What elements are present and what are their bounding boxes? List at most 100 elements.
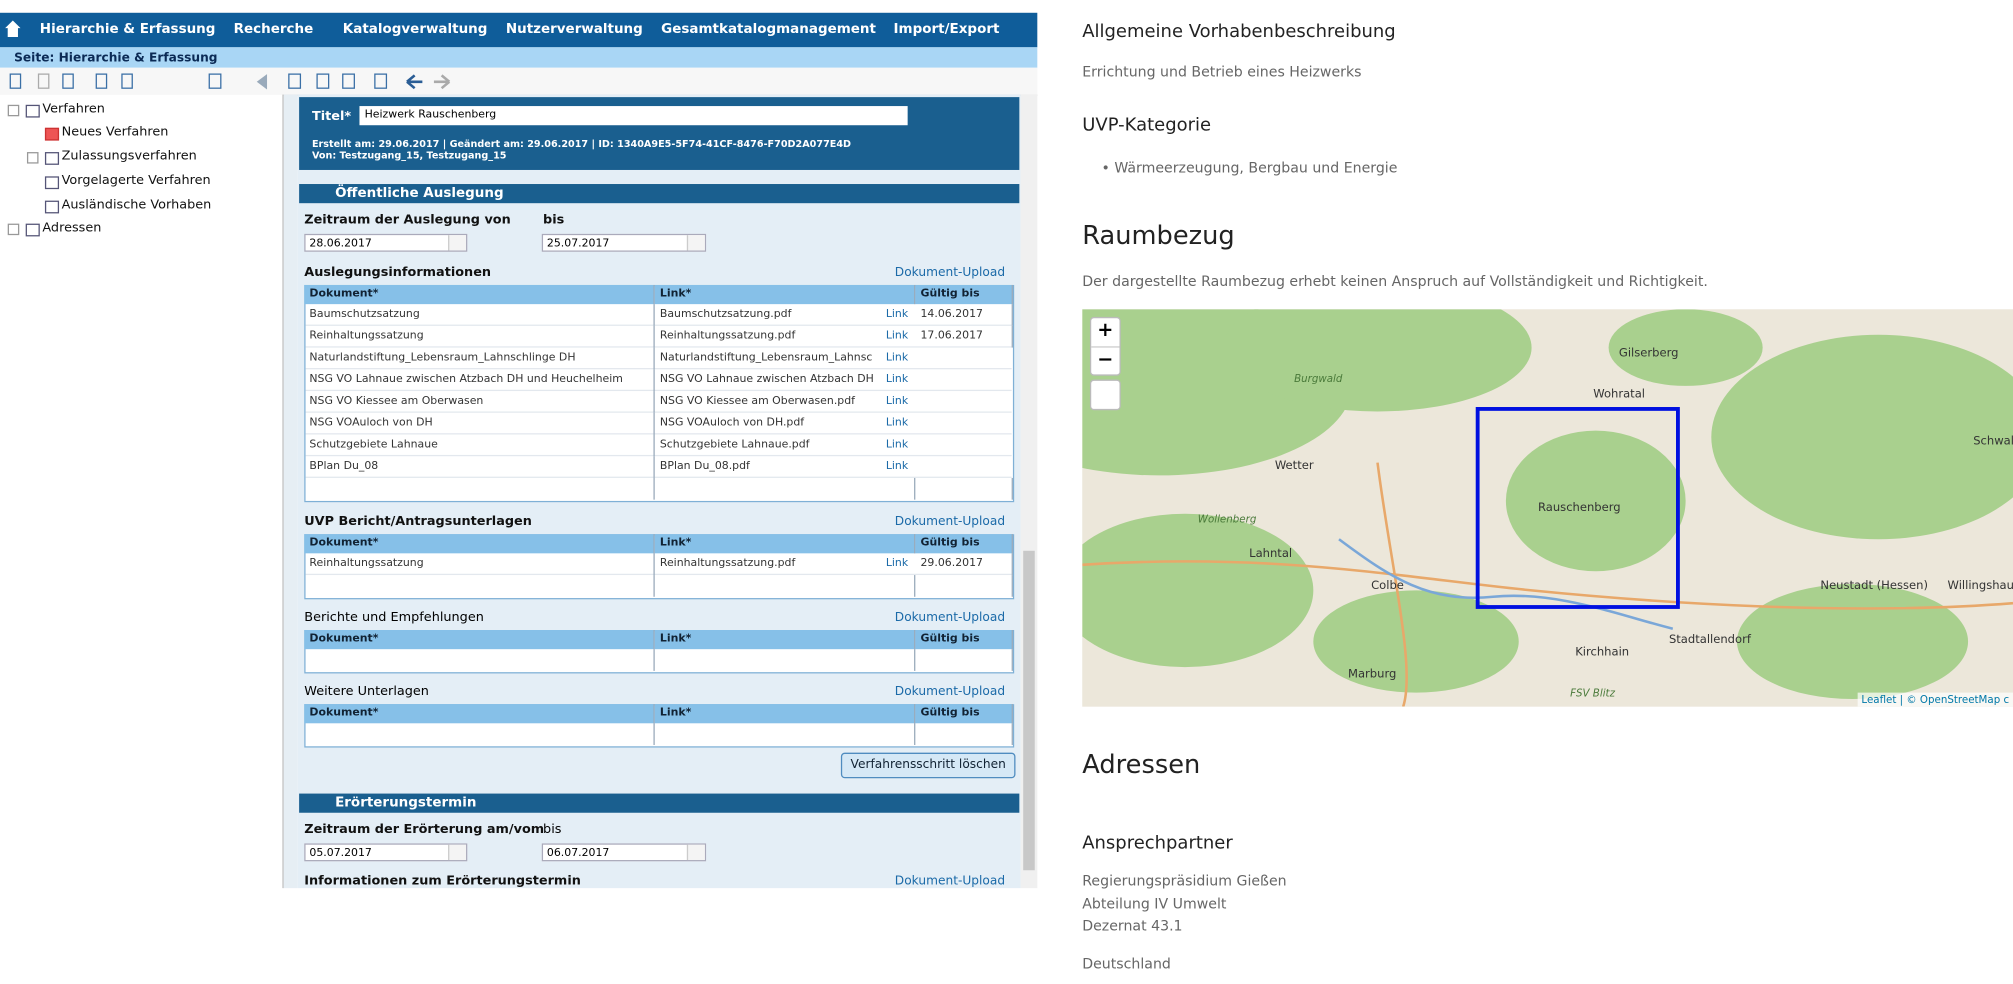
- address-line: Regierungspräsidium Gießen: [1082, 872, 1287, 890]
- map-label: Schwalm: [1973, 435, 2013, 449]
- map-label: Wollenberg: [1197, 513, 1257, 526]
- tree-toggle[interactable]: [7, 104, 20, 117]
- link[interactable]: Link: [885, 416, 909, 430]
- page-label: Seite: Hierarchie & Erfassung: [14, 51, 218, 66]
- row: [305, 433, 1012, 435]
- upload-link[interactable]: Dokument-Upload: [894, 514, 1006, 530]
- column-header: Link*: [654, 704, 916, 724]
- table-title: Weitere Unterlagen: [304, 684, 429, 700]
- cell: Schutzgebiete Lahnaue: [304, 434, 655, 457]
- section-header[interactable]: Erörterungstermin: [299, 793, 1020, 813]
- menubar: [0, 12, 1038, 48]
- cell: 14.06.2017: [915, 304, 1013, 326]
- map-label: Rauschenberg: [1537, 502, 1621, 515]
- title-input[interactable]: Heizwerk Rauschenberg: [359, 106, 908, 126]
- link[interactable]: Link: [885, 373, 909, 386]
- zoom-out[interactable]: −: [1097, 347, 1114, 371]
- zoom-in[interactable]: +: [1091, 318, 1120, 348]
- empty-cell: [655, 649, 916, 671]
- row: [305, 454, 1012, 457]
- column-header: Link*: [654, 630, 916, 650]
- row: [305, 389, 1012, 392]
- menu-item[interactable]: Recherche: [233, 21, 314, 38]
- heading: UVP-Kategorie: [1082, 115, 1212, 136]
- table-title: Auslegungsinformationen: [304, 265, 492, 280]
- home-icon[interactable]: [4, 18, 22, 38]
- tree-label[interactable]: Zulassungsverfahren: [61, 149, 197, 164]
- map-label: Burgwald: [1294, 373, 1343, 385]
- cell: NSG VO Lahnaue zwischen Atzbach DH und: [659, 373, 873, 386]
- menu-item[interactable]: Gesamtkatalogmanagement: [661, 21, 876, 38]
- map[interactable]: + − Leaflet | © OpenStreetMap c Burgwald…: [1082, 309, 2013, 707]
- toolbar: [0, 67, 1038, 96]
- address-line: Deutschland: [1082, 955, 1171, 973]
- link[interactable]: Link: [885, 307, 909, 321]
- column-header: Dokument*: [304, 704, 655, 724]
- tree-label[interactable]: Vorgelagerte Verfahren: [61, 173, 211, 188]
- column-header: Link*: [654, 284, 916, 305]
- tree-icon: [25, 104, 40, 118]
- cell: NSG VOAuloch von DH.pdf: [659, 416, 805, 430]
- map-label: Willingshau: [1947, 580, 2013, 593]
- tree-toggle[interactable]: [7, 223, 20, 236]
- date-input[interactable]: 05.07.2017: [304, 843, 468, 862]
- tree-icon: [44, 176, 60, 190]
- locate-button[interactable]: [1089, 379, 1121, 411]
- cell: NSG VO Kiessee am Oberwasen: [304, 391, 655, 413]
- row: [305, 346, 1012, 348]
- column-header: Gültig bis: [915, 284, 1013, 305]
- zoom-control: + −: [1089, 316, 1121, 376]
- page-bar: [0, 47, 1038, 68]
- tree-toggle[interactable]: [26, 152, 39, 164]
- upload-link[interactable]: Dokument-Upload: [894, 265, 1006, 280]
- menu-item[interactable]: Import/Export: [893, 21, 1000, 38]
- section-header[interactable]: Öffentliche Auslegung: [299, 184, 1020, 204]
- cell: BPlan Du_08.pdf: [659, 460, 750, 473]
- meta: Erstellt am: 29.06.2017 | Geändert am: 2…: [311, 138, 852, 150]
- link[interactable]: Link: [885, 351, 909, 365]
- link[interactable]: Link: [885, 394, 909, 408]
- cell: NSG VO Kiessee am Oberwasen.pdf: [659, 394, 855, 408]
- cell: 29.06.2017: [915, 553, 1013, 576]
- field-label: Informationen zum Erörterungstermin: [304, 874, 581, 889]
- column-header: Gültig bis: [915, 534, 1013, 554]
- link[interactable]: Link: [885, 438, 909, 452]
- tree-label[interactable]: Ausländische Vorhaben: [61, 198, 212, 213]
- map-label: Neustadt (Hessen): [1820, 580, 1928, 593]
- toolbar-icons: [9, 73, 451, 90]
- tree-icon: [25, 223, 40, 237]
- cell: Reinhaltungssatzung: [304, 553, 655, 576]
- empty-cell: [915, 477, 1013, 500]
- map-label: Lahntal: [1249, 548, 1293, 561]
- upload-link[interactable]: Dokument-Upload: [894, 610, 1006, 625]
- delete-button[interactable]: Verfahrensschritt löschen: [840, 752, 1016, 779]
- map-label: Gilserberg: [1618, 347, 1679, 361]
- tree-icon: [44, 152, 60, 165]
- empty-cell: [304, 649, 655, 671]
- upload-link[interactable]: Dokument-Upload: [894, 684, 1006, 700]
- date-input[interactable]: 28.06.2017: [304, 233, 468, 252]
- date-input[interactable]: 06.07.2017: [541, 843, 707, 862]
- date-input[interactable]: 25.07.2017: [541, 233, 707, 252]
- menu-item[interactable]: Hierarchie & Erfassung: [39, 21, 216, 38]
- upload-link[interactable]: Dokument-Upload: [894, 874, 1006, 889]
- link[interactable]: Link: [885, 329, 909, 343]
- table-title: UVP Bericht/Antragsunterlagen: [304, 514, 532, 530]
- column-header: Link*: [654, 534, 916, 554]
- table-title: Berichte und Empfehlungen: [304, 610, 484, 625]
- tree-label[interactable]: Adressen: [42, 221, 102, 236]
- tree-icon: [44, 200, 60, 214]
- link[interactable]: Link: [885, 460, 909, 473]
- tree-icon: [44, 127, 60, 141]
- tree-label[interactable]: Neues Verfahren: [61, 125, 169, 140]
- tree-label[interactable]: Verfahren: [42, 102, 105, 117]
- empty-cell: [655, 477, 916, 500]
- empty-cell: [304, 575, 655, 597]
- menu-item[interactable]: Nutzerverwaltung: [505, 21, 643, 38]
- link[interactable]: Link: [885, 557, 909, 570]
- list-item: • Wärmeerzeugung, Bergbau und Energie: [1101, 159, 1398, 177]
- column-header: Dokument*: [304, 534, 655, 554]
- cell: NSG VO Lahnaue zwischen Atzbach DH und H…: [304, 369, 655, 392]
- empty-cell: [915, 575, 1013, 597]
- menu-item[interactable]: Katalogverwaltung: [342, 21, 488, 38]
